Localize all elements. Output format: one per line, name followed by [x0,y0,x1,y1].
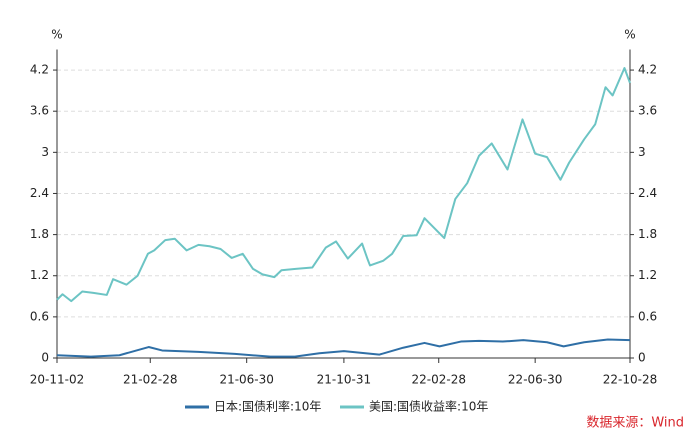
x-tick-label: 22-10-28 [603,373,657,387]
source-note: 数据来源：Wind [586,416,684,431]
y-tick-label: 4.2 [30,63,49,77]
y-tick-label: 1.8 [30,227,49,241]
y2-axis-label: % [624,28,635,42]
x-tick-label: 22-06-30 [508,373,562,387]
y2-tick-label: 1.8 [638,227,657,241]
y2-tick-label: 0.6 [638,309,657,323]
y-tick-label: 2.4 [30,186,49,200]
x-tick-label: 21-06-30 [219,373,273,387]
y-axis-label: % [51,28,62,42]
y-tick-label: 3.6 [30,104,49,118]
legend-label: 美国:国债收益率:10年 [369,399,488,414]
y2-tick-label: 0 [638,351,646,365]
series-line [56,67,631,303]
x-tick-label: 20-11-02 [30,373,84,387]
x-tick-label: 21-02-28 [123,373,177,387]
x-tick-label: 22-02-28 [412,373,466,387]
y-tick-label: 0 [41,351,49,365]
y-tick-label: 0.6 [30,309,49,323]
y2-tick-label: 3 [638,145,646,159]
y2-tick-label: 1.2 [638,268,657,282]
y2-tick-label: 3.6 [638,104,657,118]
x-tick-label: 21-10-31 [317,373,371,387]
legend-label: 日本:国债利率:10年 [214,399,321,414]
y2-tick-label: 4.2 [638,63,657,77]
y2-tick-label: 2.4 [638,186,657,200]
series-line [56,338,631,358]
y-tick-label: 1.2 [30,268,49,282]
y-tick-label: 3 [41,145,49,159]
